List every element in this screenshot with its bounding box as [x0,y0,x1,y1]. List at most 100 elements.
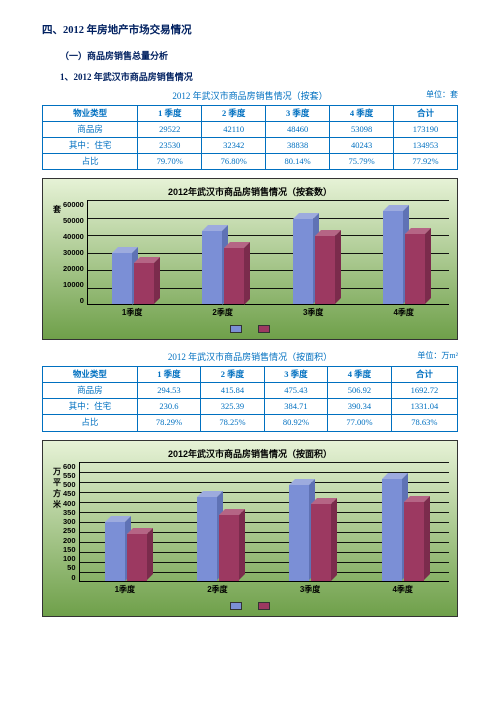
ytick-label: 400 [63,499,76,508]
data-cell: 80.14% [266,154,330,170]
data-cell: 77.92% [394,154,458,170]
ytick-label: 40000 [63,232,84,241]
data-cell: 325.39 [201,399,265,415]
ytick-label: 150 [63,545,76,554]
legend-swatch-series2 [258,602,270,610]
legend-swatch-series1 [230,325,242,333]
table2-title-row: 2012 年武汉市商品房销售情况（按面积） 单位：万m² [42,350,458,363]
ylabel-char: 米 [51,499,63,510]
xtick-label: 4季度 [356,584,449,595]
data-cell: 475.43 [264,383,328,399]
bar-group [197,497,239,580]
row-head-cell: 占比 [43,415,138,431]
bar-group [382,479,424,580]
data-cell: 134953 [394,138,458,154]
table-row: 商品房294.53415.84475.43506.921692.72 [43,383,458,399]
row-head-cell: 商品房 [43,122,138,138]
ytick-label: 100 [63,554,76,563]
row-head-cell: 商品房 [43,383,138,399]
chart2-legend [51,601,449,610]
data-cell: 1692.72 [391,383,457,399]
th: 1 季度 [137,367,201,383]
heading-sub2: 1、2012 年武汉市商品房销售情况 [60,70,458,83]
chart2: 2012年武汉市商品房销售情况（按面积） 万平方米 60055050045040… [42,440,458,617]
bar [404,502,424,580]
bar-group [202,231,244,305]
bar [293,219,313,304]
table-row: 占比79.70%76.80%80.14%75.79%77.92% [43,154,458,170]
data-cell: 75.79% [330,154,394,170]
table1-title-row: 2012 年武汉市商品房销售情况（按套） 单位：套 [42,89,458,102]
table-row: 占比78.29%78.25%80.92%77.00%78.63% [43,415,458,431]
bar [383,211,403,304]
data-cell: 78.63% [391,415,457,431]
table1-unit: 单位：套 [426,89,458,100]
table2-title: 2012 年武汉市商品房销售情况（按面积） [168,350,332,363]
ytick-label: 300 [63,517,76,526]
bars-container [80,462,449,581]
bar [382,479,402,580]
bar [134,263,154,304]
ytick-label: 200 [63,536,76,545]
data-cell: 80.92% [264,415,328,431]
chart2-xaxis: 1季度2季度3季度4季度 [79,584,449,595]
bar-group [289,485,331,580]
bar [315,236,335,304]
bar [289,485,309,580]
th: 3 季度 [264,367,328,383]
data-cell: 1331.04 [391,399,457,415]
chart1-ylabel: 套 [51,200,63,318]
data-cell: 294.53 [137,383,201,399]
table1-title: 2012 年武汉市商品房销售情况（按套） [172,89,327,102]
chart2-yaxis: 600550500450400350300250200150100500 [63,462,79,582]
bar-group [105,522,147,581]
data-cell: 42110 [202,122,266,138]
data-cell: 79.70% [138,154,202,170]
th: 4 季度 [330,106,394,122]
row-head-cell: 占比 [43,154,138,170]
bar [219,515,239,580]
xtick-label: 3季度 [264,584,357,595]
ytick-label: 550 [63,471,76,480]
chart1-title: 2012年武汉市商品房销售情况（按套数） [51,185,449,198]
ytick-label: 10000 [63,280,84,289]
th: 合计 [391,367,457,383]
ytick-label: 0 [63,296,84,305]
legend-swatch-series1 [230,602,242,610]
chart1: 2012年武汉市商品房销售情况（按套数） 套 60000500004000030… [42,178,458,340]
data-cell: 38838 [266,138,330,154]
data-cell: 23530 [138,138,202,154]
data-cell: 506.92 [328,383,392,399]
table2: 物业类型 1 季度 2 季度 3 季度 4 季度 合计 商品房294.53415… [42,366,458,431]
ytick-label: 50 [63,563,76,572]
bar [105,522,125,581]
xtick-label: 2季度 [177,307,268,318]
heading-main: 四、2012 年房地产市场交易情况 [42,22,458,37]
data-cell: 76.80% [202,154,266,170]
th: 物业类型 [43,367,138,383]
bar [112,253,132,305]
ytick-label: 30000 [63,248,84,257]
chart2-title: 2012年武汉市商品房销售情况（按面积） [51,447,449,460]
th: 2 季度 [202,106,266,122]
bar-group [112,253,154,305]
chart1-yaxis: 6000050000400003000020000100000 [63,200,87,305]
table-row: 其中：住宅230.6325.39384.71390.341331.04 [43,399,458,415]
ytick-label: 250 [63,526,76,535]
th: 合计 [394,106,458,122]
th: 2 季度 [201,367,265,383]
ytick-label: 450 [63,489,76,498]
table-header-row: 物业类型 1 季度 2 季度 3 季度 4 季度 合计 [43,106,458,122]
bars-container [88,200,449,304]
ylabel-char: 万 [51,466,63,477]
bar [311,504,331,581]
row-head-cell: 其中：住宅 [43,138,138,154]
chart2-ylabel: 万平方米 [51,462,63,595]
chart1-xaxis: 1季度2季度3季度4季度 [87,307,449,318]
chart1-plot [87,200,449,305]
ytick-label: 0 [63,573,76,582]
bar [224,248,244,305]
chart1-legend [51,324,449,333]
data-cell: 29522 [138,122,202,138]
th: 物业类型 [43,106,138,122]
